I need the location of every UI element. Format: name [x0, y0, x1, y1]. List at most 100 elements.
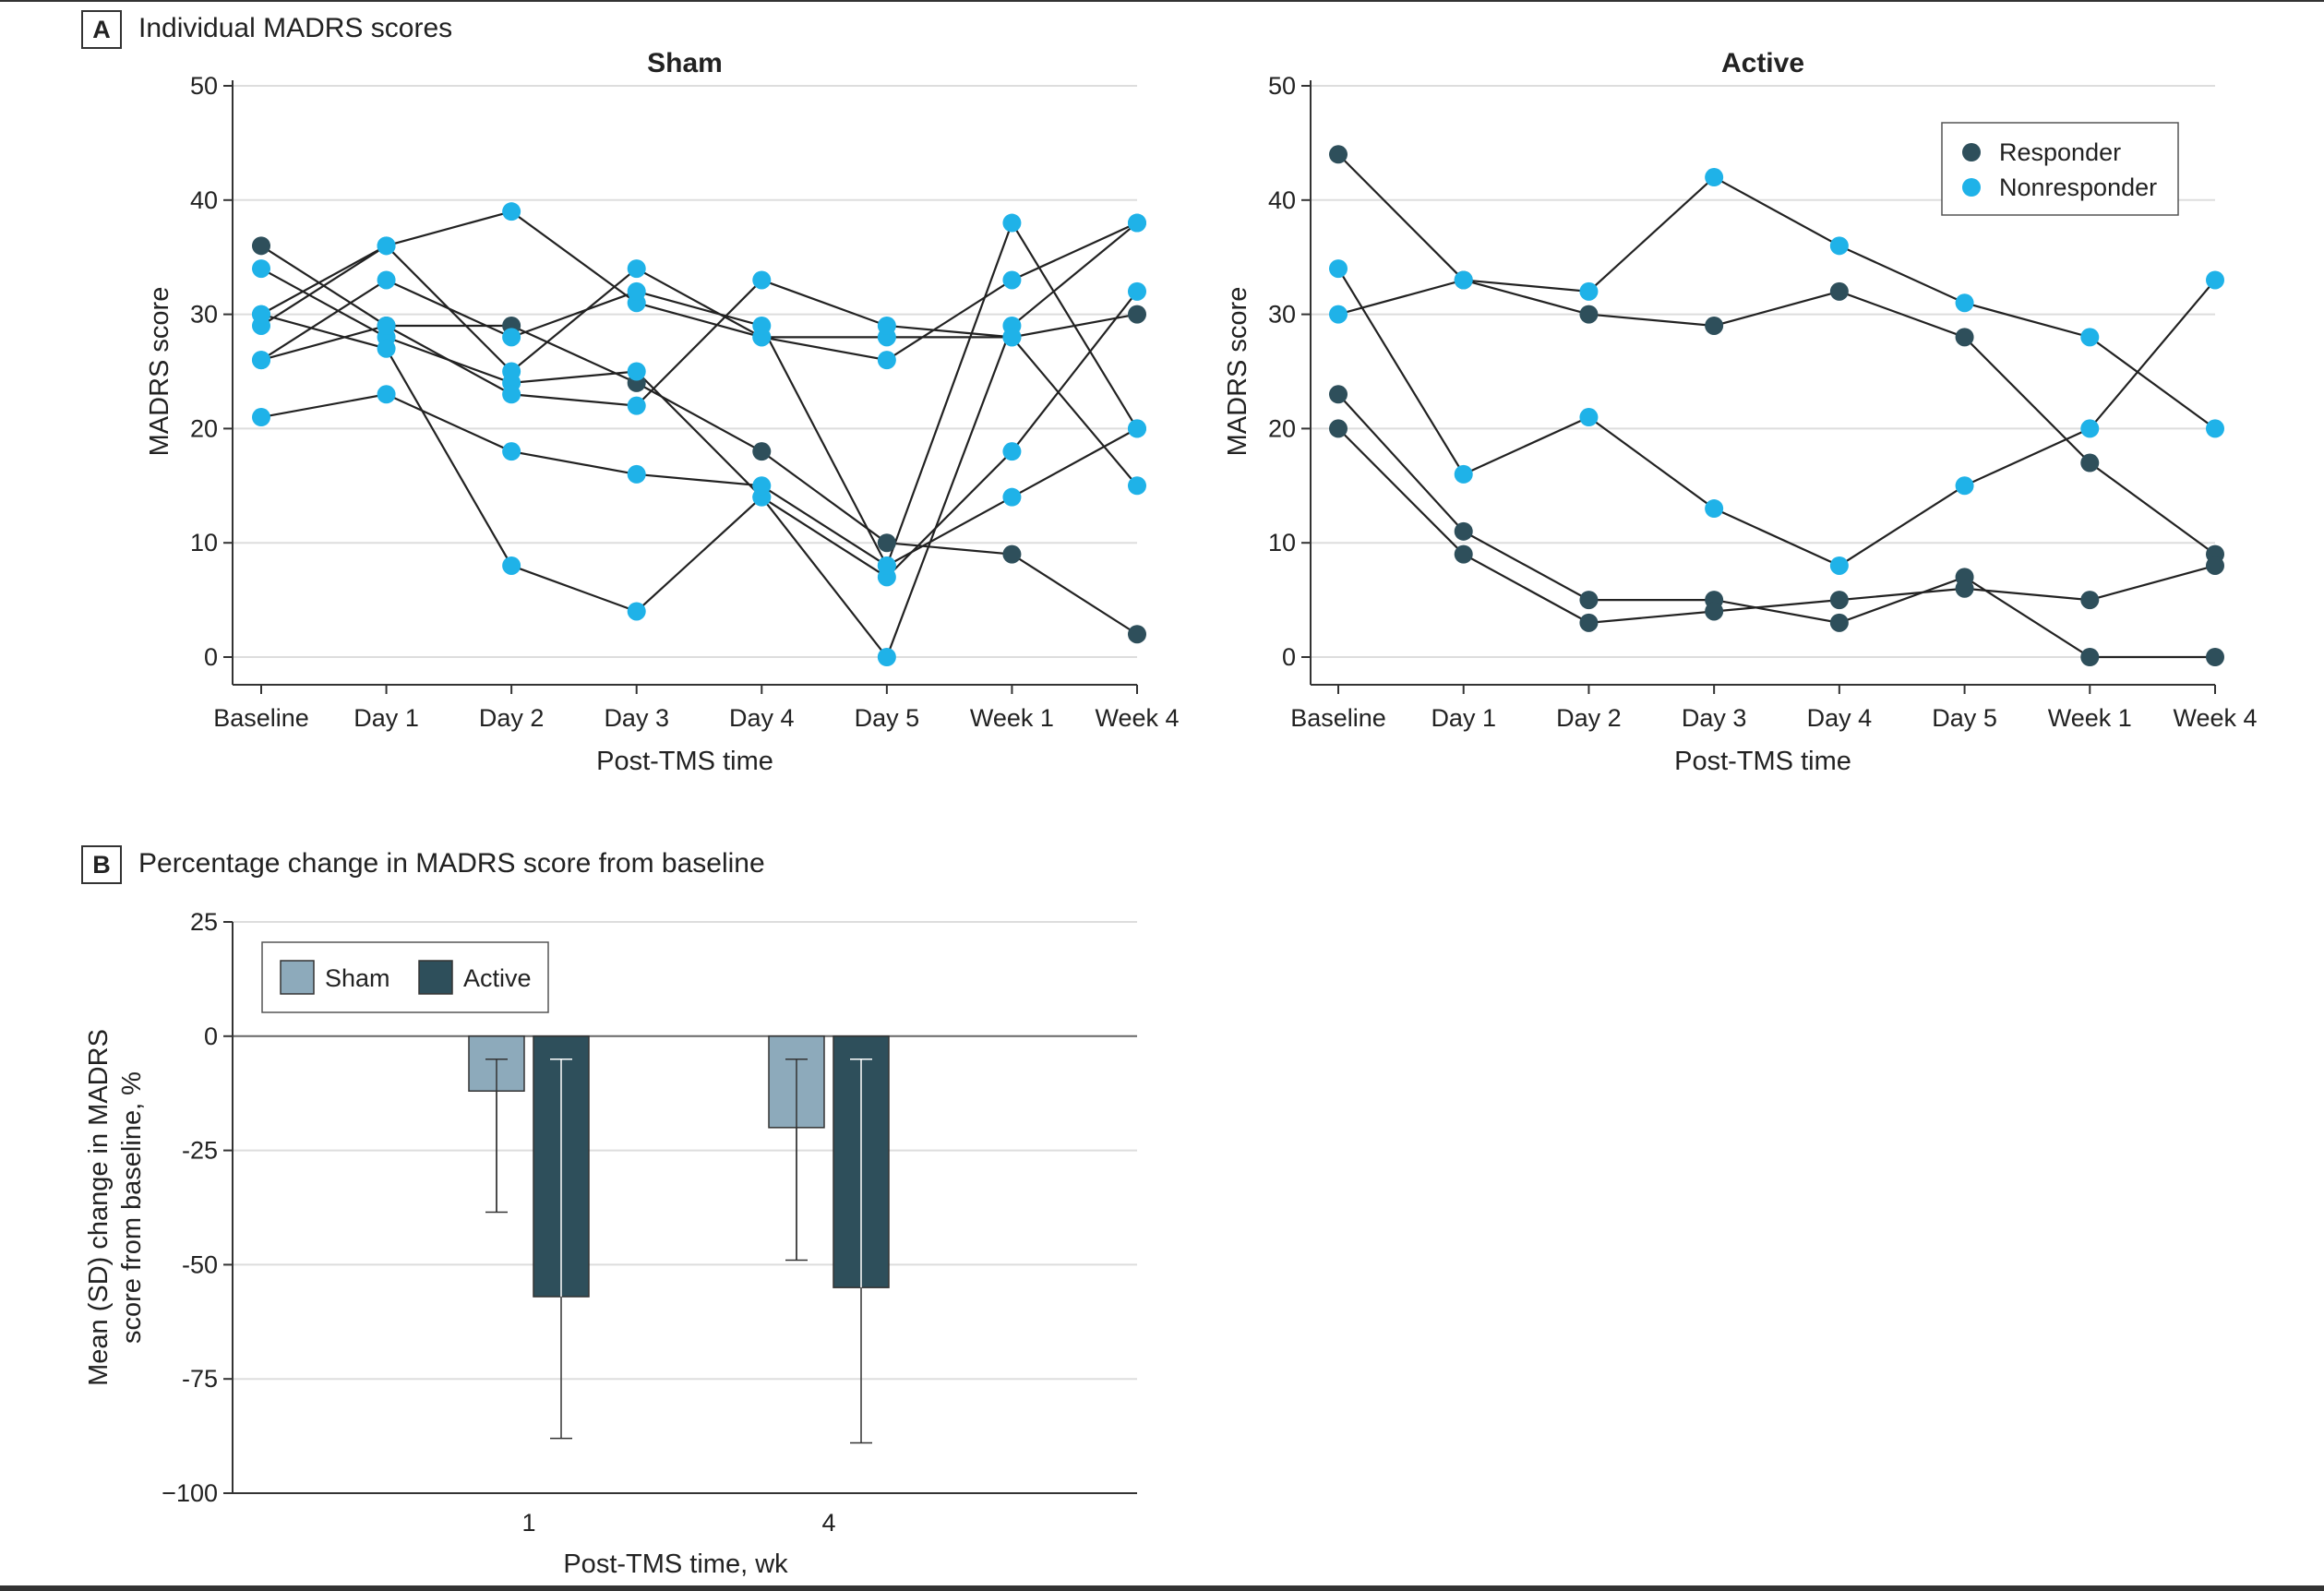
legend-label: Nonresponder [1999, 173, 2157, 201]
x-tick-label: 4 [821, 1509, 835, 1537]
y-tick-label: -25 [182, 1137, 218, 1165]
data-point [252, 351, 270, 370]
x-tick-label: Week 1 [2048, 704, 2132, 732]
y-axis-label: Mean (SD) change in MADRS [84, 1029, 114, 1386]
x-tick-label: Day 3 [604, 704, 669, 732]
top-rule [0, 0, 2324, 2]
series-line [260, 221, 1138, 568]
series-line [260, 221, 1138, 373]
data-point [377, 385, 396, 404]
x-tick-label: Day 1 [1431, 704, 1496, 732]
data-point [1128, 476, 1146, 496]
data-point [877, 316, 896, 335]
series-line [1337, 268, 2216, 568]
data-point [1579, 281, 1599, 301]
series-line [260, 221, 1138, 660]
y-tick-label: −100 [162, 1479, 218, 1507]
data-point [1454, 521, 1473, 541]
data-point [1955, 579, 1974, 598]
data-point [2206, 648, 2224, 666]
data-point [752, 270, 772, 290]
x-tick-label: Week 4 [1095, 704, 1179, 732]
data-point [2206, 419, 2224, 438]
data-point [1579, 591, 1599, 610]
data-point [1829, 591, 1849, 610]
y-tick-label: 10 [1268, 529, 1296, 556]
series-line [1337, 153, 2216, 556]
x-tick-label: Baseline [213, 704, 309, 732]
data-point [1128, 281, 1146, 301]
data-point [1454, 464, 1473, 484]
legend-label: Sham [325, 964, 390, 992]
series-line [260, 245, 1138, 636]
data-point [627, 396, 646, 415]
data-point [1002, 213, 1022, 233]
legend-swatch [418, 960, 453, 995]
data-point [1955, 476, 1974, 496]
data-point [252, 236, 270, 256]
y-tick-label: 20 [190, 414, 218, 442]
data-point [2080, 453, 2100, 473]
data-point [1128, 419, 1146, 438]
x-tick-label: Day 2 [1556, 704, 1622, 732]
data-point [1705, 316, 1724, 335]
sham-line-chart: Sham 0 10 20 30 40 50 Baseline Day 1 Day 2 Day 3 Da… [145, 48, 1180, 776]
series-line [260, 279, 1138, 487]
data-point [252, 259, 270, 279]
data-point [502, 385, 521, 404]
data-point [1329, 419, 1348, 438]
data-point [2206, 556, 2224, 575]
series-line [260, 209, 1138, 339]
series-line [260, 393, 1138, 568]
panel-b-letter-box [81, 845, 122, 884]
data-point [252, 408, 270, 427]
data-point [1002, 487, 1022, 507]
y-axis-label: score from baseline, % [117, 1071, 147, 1344]
data-point [1705, 168, 1724, 187]
y-tick-label: 40 [190, 186, 218, 214]
data-point [877, 556, 896, 575]
data-point [1002, 544, 1022, 564]
data-point [377, 316, 396, 335]
x-tick-label: Day 3 [1682, 704, 1747, 732]
data-point [1002, 328, 1022, 347]
data-point [627, 362, 646, 381]
data-point [752, 476, 772, 496]
legend-label: Active [463, 964, 532, 992]
data-point [2080, 419, 2100, 438]
data-point [1002, 270, 1022, 290]
y-tick-label: 20 [1268, 414, 1296, 442]
data-point [1955, 328, 1974, 347]
chart-title: Active [1721, 48, 1804, 78]
data-point [502, 362, 521, 381]
y-tick-label: 10 [190, 529, 218, 556]
x-tick-label: Day 2 [479, 704, 545, 732]
data-point [1579, 613, 1599, 632]
data-point [1002, 442, 1022, 461]
x-tick-label: Day 5 [1932, 704, 1997, 732]
panel-a-title: Individual MADRS scores [138, 13, 452, 43]
legend-label: Responder [1999, 138, 2121, 166]
data-point [1454, 270, 1473, 290]
data-point [1329, 259, 1348, 279]
data-point [502, 328, 521, 347]
data-point [627, 259, 646, 279]
data-point [627, 281, 646, 301]
x-tick-label: 1 [521, 1509, 535, 1537]
x-axis-label: Post-TMS time [596, 747, 773, 776]
data-point [877, 648, 896, 666]
legend-swatch [280, 960, 315, 995]
active-line-chart: Active 0 10 20 30 40 50 Baseline Day 1 Day 2 Day 3… [1223, 48, 2258, 776]
series-line [260, 291, 1138, 613]
legend-marker [1962, 178, 1981, 197]
data-point [1705, 602, 1724, 621]
data-point [2206, 270, 2224, 290]
data-point [2080, 328, 2100, 347]
data-point [752, 316, 772, 335]
data-point [2080, 591, 2100, 610]
data-point [1829, 236, 1849, 256]
data-point [377, 339, 396, 358]
y-tick-label: 30 [190, 301, 218, 329]
y-tick-label: 0 [204, 643, 218, 671]
